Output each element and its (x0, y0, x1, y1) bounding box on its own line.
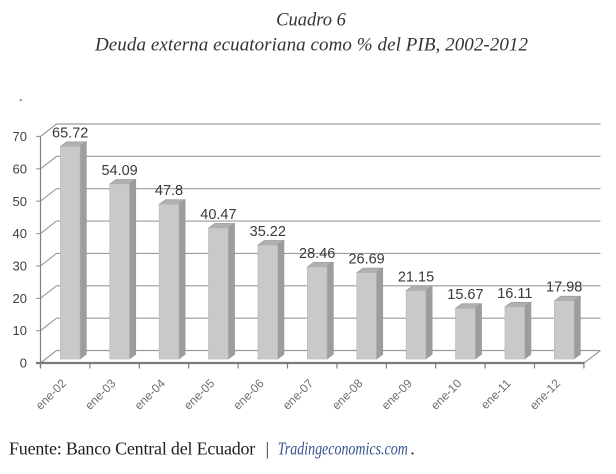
svg-text:28.46: 28.46 (299, 246, 335, 262)
svg-text:20: 20 (13, 291, 27, 306)
svg-text:Cuadro 6: Cuadro 6 (276, 11, 346, 31)
svg-text:70: 70 (13, 129, 27, 144)
svg-text:30: 30 (13, 259, 27, 274)
svg-text:15.67: 15.67 (447, 287, 483, 303)
svg-text:16.11: 16.11 (497, 286, 532, 302)
svg-text:40: 40 (13, 226, 27, 241)
svg-text:65.72: 65.72 (52, 125, 88, 141)
svg-text:|: | (266, 439, 270, 459)
svg-text:10: 10 (13, 323, 27, 338)
svg-text:Tradingeconomics.com: Tradingeconomics.com (278, 439, 408, 459)
svg-text:26.69: 26.69 (348, 252, 384, 268)
svg-text:50: 50 (13, 194, 27, 209)
svg-text:0: 0 (20, 356, 27, 371)
svg-text:.: . (410, 439, 415, 459)
svg-text:60: 60 (13, 161, 27, 176)
svg-text:35.22: 35.22 (250, 224, 286, 240)
svg-text:Deuda externa ecuatoriana como: Deuda externa ecuatoriana como % del PIB… (94, 35, 529, 56)
svg-text:47.8: 47.8 (155, 183, 183, 199)
svg-text:17.98: 17.98 (546, 280, 582, 296)
svg-text:Fuente: Banco Central del Ecua: Fuente: Banco Central del Ecuador (9, 439, 255, 459)
svg-text:54.09: 54.09 (101, 163, 137, 179)
svg-text:40.47: 40.47 (200, 207, 236, 223)
svg-text:21.15: 21.15 (398, 269, 434, 285)
